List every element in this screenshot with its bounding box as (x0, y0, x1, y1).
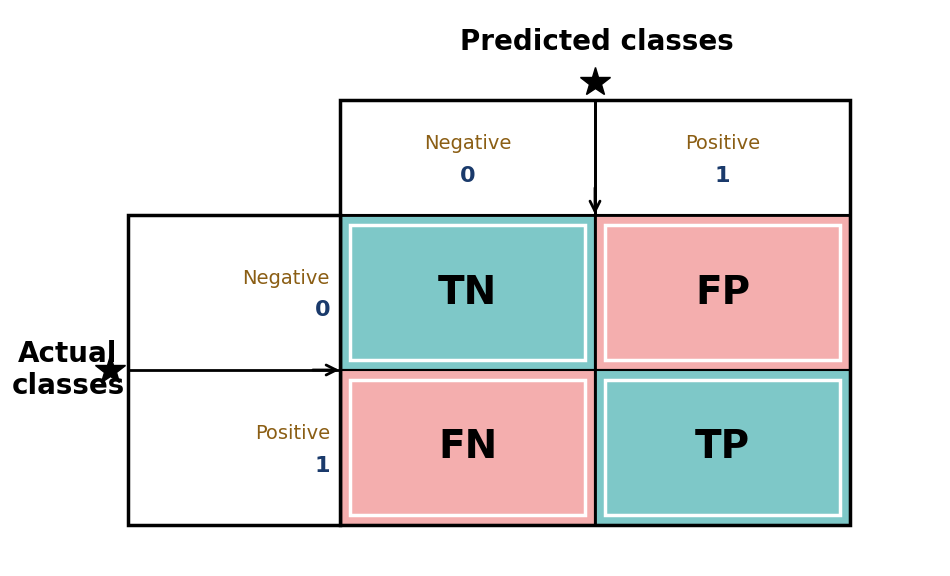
Bar (340, 215, 595, 370)
Text: TN: TN (438, 274, 497, 312)
Bar (350, 380, 585, 515)
Text: 0: 0 (314, 301, 330, 320)
Text: FN: FN (438, 429, 497, 467)
Bar (595, 370, 850, 525)
Text: Predicted classes: Predicted classes (460, 28, 733, 56)
Bar (340, 370, 595, 525)
Text: Actual
classes: Actual classes (11, 340, 124, 400)
Bar (605, 380, 840, 515)
Bar (605, 225, 840, 360)
Text: Negative: Negative (242, 269, 330, 288)
Bar (595, 215, 850, 370)
Text: TP: TP (695, 429, 750, 467)
Bar (350, 225, 585, 360)
Text: 1: 1 (314, 456, 330, 476)
Text: Positive: Positive (255, 424, 330, 443)
Bar (128, 215, 340, 525)
Text: Negative: Negative (424, 134, 511, 153)
Text: 1: 1 (714, 165, 731, 185)
Text: 0: 0 (460, 165, 475, 185)
Text: Positive: Positive (685, 134, 760, 153)
Text: FP: FP (695, 274, 750, 312)
Bar (340, 100, 850, 525)
